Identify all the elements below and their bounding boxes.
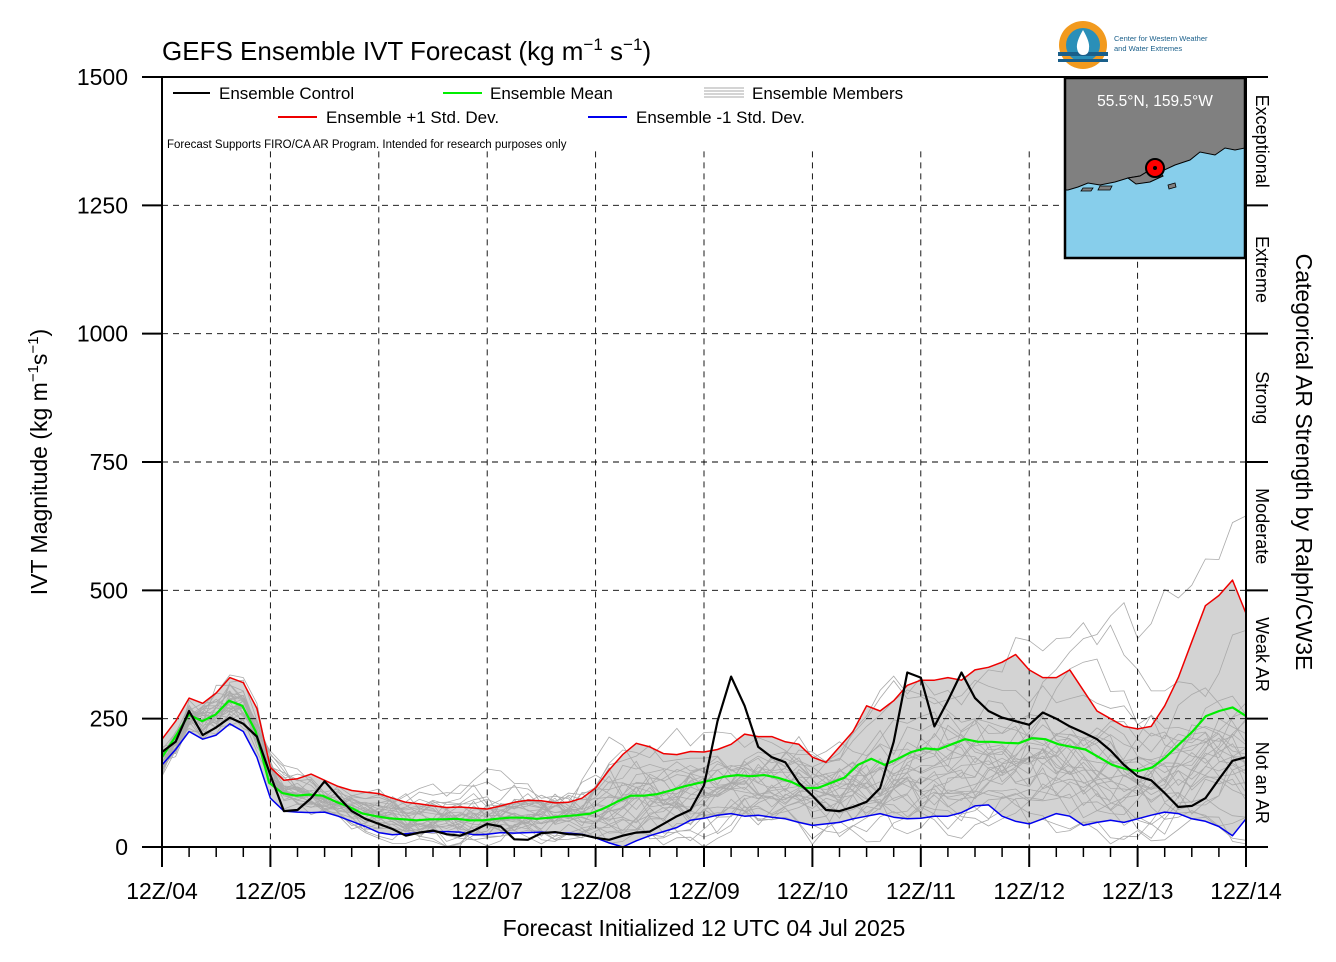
ensemble-member-line [161,700,1247,847]
y-tick-label: 250 [90,706,128,732]
location-marker-center [1153,166,1157,170]
x-tick-label: 12Z/04 [126,878,198,904]
x-axis-label: Forecast Initialized 12 UTC 04 Jul 2025 [503,915,906,941]
legend-label-control: Ensemble Control [219,84,354,103]
inset-island-1 [1097,185,1113,191]
axes: 0 250 500 750 1000 1250 1500 12Z/04 12Z/05 12Z/06… [77,64,1282,904]
right-axis-label: Categorical AR Strength by Ralph/CW3E [1291,254,1317,671]
y-tick-label: 0 [115,834,128,860]
x-tick-label: 12Z/13 [1102,878,1174,904]
ensemble-member-line [161,701,1247,827]
cw3e-logo: Center for Western Weather and Water Ext… [1058,21,1208,69]
inset-map: 55.5°N, 159.5°W [1063,76,1247,260]
legend-label-minus: Ensemble -1 Std. Dev. [636,108,805,127]
x-tick-label: 12Z/11 [886,878,956,904]
series-line-plus [161,579,1247,810]
main-series [161,579,1247,848]
x-tick-label: 12Z/12 [993,878,1065,904]
x-tick-label: 12Z/06 [343,878,415,904]
x-tick-label: 12Z/08 [560,878,632,904]
chart-note: Forecast Supports FIRO/CA AR Program. In… [167,139,567,151]
y-axis-label: IVT Magnitude (kg m−1s−1) [25,329,52,595]
chart-title: GEFS Ensemble IVT Forecast (kg m−1 s−1) [162,35,651,66]
x-tick-label: 12Z/14 [1210,878,1282,904]
logo-text-line2: and Water Extremes [1114,44,1182,53]
grid-lines [162,151,1246,847]
logo-wave-2 [1058,59,1108,62]
y-tick-label: 750 [90,449,128,475]
x-tick-label: 12Z/05 [235,878,307,904]
legend-label-mean: Ensemble Mean [490,84,613,103]
legend: Ensemble Control Ensemble Mean Ensemble … [167,84,903,151]
y-tick-label: 500 [90,577,128,603]
std-dev-band-area [162,580,1246,847]
inset-island-2 [1080,187,1094,192]
inset-island-3 [1167,182,1177,190]
std-dev-band [162,580,1246,847]
y-tick-label: 1500 [77,64,128,90]
ensemble-member-line [161,705,1247,835]
series-line-control [161,671,1247,841]
x-tick-label: 12Z/10 [777,878,849,904]
y-tick-label: 1000 [77,321,128,347]
legend-label-plus: Ensemble +1 Std. Dev. [326,108,499,127]
x-tick-label: 12Z/09 [668,878,740,904]
water-drop-icon [1076,30,1090,55]
category-label: Extreme [1252,236,1272,303]
category-label: Strong [1252,371,1272,424]
inset-frame [1063,76,1247,260]
ensemble-member-line [161,515,1247,841]
category-label: Weak AR [1252,617,1272,692]
series-line-minus [161,723,1247,848]
category-label: Not an AR [1252,742,1272,824]
inset-location-label: 55.5°N, 159.5°W [1097,93,1213,110]
legend-label-members: Ensemble Members [752,84,903,103]
y-tick-label: 1250 [77,192,128,218]
ensemble-member-line [161,683,1247,845]
category-label: Moderate [1252,488,1272,564]
logo-text-line1: Center for Western Weather [1114,34,1208,43]
category-label: Exceptional [1252,95,1272,188]
x-tick-label: 12Z/07 [451,878,523,904]
